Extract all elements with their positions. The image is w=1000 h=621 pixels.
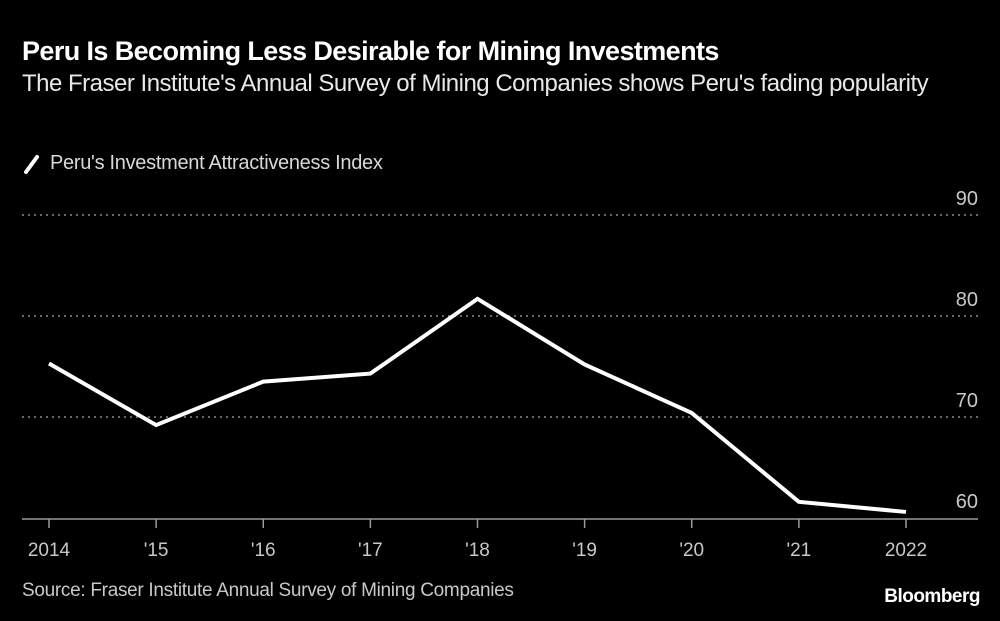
y-tick-label-70: 70 bbox=[956, 390, 978, 412]
legend-line-icon bbox=[24, 154, 39, 174]
x-tick-label: '15 bbox=[144, 540, 169, 561]
source-note: Source: Fraser Institute Annual Survey o… bbox=[22, 580, 514, 601]
x-axis-labels: 2014 '15 '16 '17 '18 '19 '20 '21 2022 bbox=[28, 540, 927, 561]
y-tick-label-60: 60 bbox=[956, 491, 978, 513]
x-tick-label: '21 bbox=[786, 540, 811, 561]
y-tick-label-90: 90 bbox=[956, 188, 978, 210]
chart-title: Peru Is Becoming Less Desirable for Mini… bbox=[22, 36, 719, 66]
x-tick-label: 2014 bbox=[28, 540, 71, 561]
x-tick-label: '19 bbox=[572, 540, 597, 561]
x-axis bbox=[22, 518, 978, 528]
brand-logo: Bloomberg bbox=[884, 586, 980, 607]
legend: Peru's Investment Attractiveness Index bbox=[22, 152, 383, 175]
y-tick-label-80: 80 bbox=[956, 289, 978, 311]
y-axis-labels: 60 70 80 90 bbox=[956, 188, 978, 513]
x-tick-label: '18 bbox=[465, 540, 490, 561]
chart-subtitle: The Fraser Institute's Annual Survey of … bbox=[22, 70, 929, 97]
gridlines bbox=[22, 214, 978, 418]
series bbox=[48, 296, 907, 514]
series-line-0 bbox=[48, 296, 907, 514]
legend-label: Peru's Investment Attractiveness Index bbox=[50, 152, 383, 174]
x-tick-label: 2022 bbox=[885, 540, 927, 561]
x-tick-label: '17 bbox=[358, 540, 383, 561]
x-tick-label: '20 bbox=[679, 540, 704, 561]
x-tick-label: '16 bbox=[251, 540, 276, 561]
